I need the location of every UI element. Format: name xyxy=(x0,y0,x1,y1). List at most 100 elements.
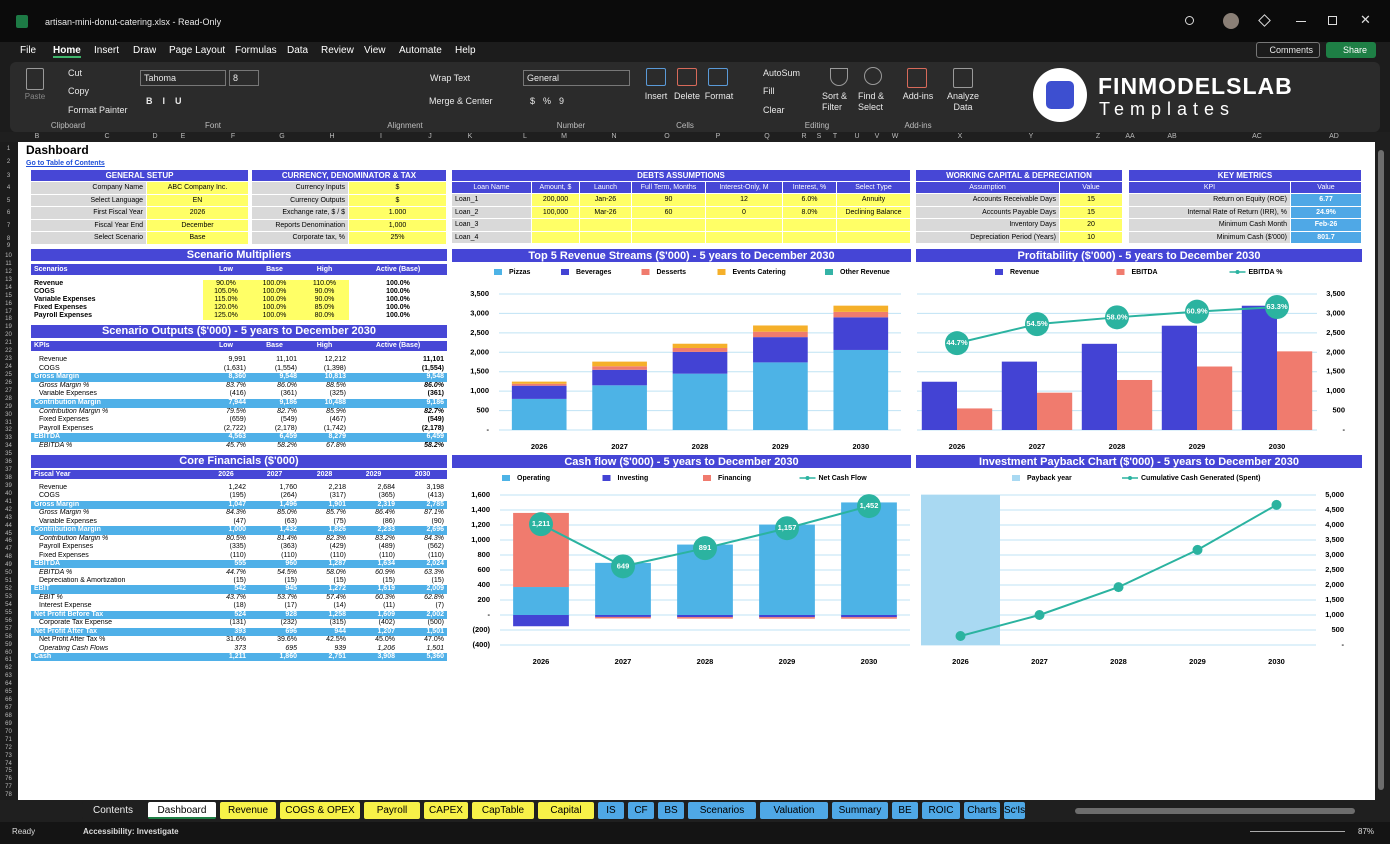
row-number: 32 xyxy=(5,427,12,434)
wrap-text[interactable]: Wrap Text xyxy=(430,73,471,83)
column-letter: AB xyxy=(1167,133,1177,140)
avatar[interactable] xyxy=(1223,13,1239,29)
row-label: EBIT xyxy=(31,585,203,594)
insert[interactable]: Insert xyxy=(644,91,668,101)
find-icon[interactable] xyxy=(864,67,882,85)
paste-icon[interactable] xyxy=(26,68,44,90)
row-number: 3 xyxy=(6,173,11,179)
menu-tab[interactable]: Formulas xyxy=(235,45,277,56)
value-cell: 2,319 xyxy=(349,500,398,510)
sheet-tab[interactable]: Dashboard xyxy=(148,802,216,819)
font-buttons[interactable]: BIU xyxy=(146,96,192,106)
fill[interactable]: Fill xyxy=(763,86,775,96)
sheet-tab[interactable]: CF xyxy=(628,802,654,819)
menu-tab[interactable]: Home xyxy=(53,45,81,58)
sheet-tab[interactable]: ROIC xyxy=(922,802,960,819)
menu-tab[interactable]: Page Layout xyxy=(169,45,226,56)
merge-center[interactable]: Merge & Center xyxy=(429,96,493,106)
search-icon[interactable] xyxy=(1185,16,1194,25)
format[interactable]: Format xyxy=(704,91,734,101)
row-number: 36 xyxy=(5,459,12,466)
find-select[interactable]: Find & Select xyxy=(858,91,885,112)
sheet-tab[interactable]: CAPEX xyxy=(424,802,468,819)
menu-tab[interactable]: Review xyxy=(321,45,354,56)
cut[interactable]: Cut xyxy=(68,68,83,78)
toc-link[interactable]: Go to Table of Contents xyxy=(26,160,105,167)
number-format[interactable]: General xyxy=(523,70,630,86)
sheet-tab[interactable]: Capital xyxy=(538,802,594,819)
minimize[interactable] xyxy=(1296,21,1306,22)
column-header: Fiscal Year xyxy=(31,470,203,479)
sheet-tab[interactable]: Valuation xyxy=(760,802,828,819)
value-cell: $ xyxy=(349,194,447,207)
value-cell: (90) xyxy=(431,517,444,525)
sheet-tab[interactable]: COGS & OPEX xyxy=(280,802,360,819)
menu-tab[interactable]: Automate xyxy=(399,45,442,56)
delete-icon[interactable] xyxy=(677,68,697,86)
row-label: Corporate Tax Expense xyxy=(39,619,113,627)
sort-filter[interactable]: Sort & Filter xyxy=(822,91,848,112)
analyze-icon[interactable] xyxy=(953,68,973,88)
value-cell: 1,047 xyxy=(203,500,249,510)
menu-tab[interactable]: Data xyxy=(287,45,309,56)
value-cell: 6,459 xyxy=(249,433,300,442)
sheet-tab[interactable]: CapTable xyxy=(472,802,534,819)
menu-tab[interactable]: Help xyxy=(455,45,476,56)
font-size[interactable]: 8 xyxy=(229,70,259,86)
row-number: 76 xyxy=(5,776,12,783)
sheet-tab[interactable]: BS xyxy=(658,802,684,819)
font-name[interactable]: Tahoma xyxy=(140,70,226,86)
share-button[interactable]: Share xyxy=(1326,42,1376,58)
sheet-tab[interactable]: Charts xyxy=(964,802,1000,819)
sheet-tab[interactable]: Sc xyxy=(1004,802,1016,819)
zoom-slider[interactable] xyxy=(1250,831,1345,832)
value-cell: 9,186 xyxy=(349,399,447,408)
menu-tab[interactable]: View xyxy=(364,45,386,56)
row-number: 5 xyxy=(6,198,11,204)
paste[interactable]: Paste xyxy=(24,92,46,101)
row-number: 72 xyxy=(5,744,12,751)
sheet-tab[interactable]: Scenarios xyxy=(688,802,756,819)
column-letter: L xyxy=(523,133,527,140)
sheet-tab[interactable]: Revenue xyxy=(220,802,276,819)
maximize[interactable] xyxy=(1328,16,1337,25)
menu-tab[interactable]: File xyxy=(20,45,37,56)
format-icon[interactable] xyxy=(708,68,728,86)
autosum[interactable]: AutoSum xyxy=(763,68,801,78)
sheet-tab[interactable]: Payroll xyxy=(364,802,420,819)
number-buttons[interactable]: $%9 xyxy=(530,96,573,106)
analyze-data[interactable]: Analyze Data xyxy=(946,91,980,112)
addins-icon[interactable] xyxy=(907,68,927,88)
clear[interactable]: Clear xyxy=(763,105,785,115)
delete[interactable]: Delete xyxy=(673,91,700,101)
sheet-tab[interactable]: Summary xyxy=(832,802,888,819)
horizontal-scroll[interactable] xyxy=(1075,808,1355,814)
column-header: High xyxy=(300,341,349,351)
row-label: Gross Margin xyxy=(31,500,203,510)
copy[interactable]: Copy xyxy=(68,86,90,96)
row-number: 56 xyxy=(5,617,12,624)
sheet-tab[interactable]: BE xyxy=(892,802,918,819)
addins[interactable]: Add-ins xyxy=(902,91,934,101)
scroll-thumb[interactable] xyxy=(1378,150,1384,790)
close[interactable]: ✕ xyxy=(1360,13,1371,27)
value-cell: (131) xyxy=(229,619,246,627)
value-cell: Declining Balance xyxy=(837,206,911,219)
sheet-tab[interactable]: IS xyxy=(598,802,624,819)
menu-tab[interactable]: Insert xyxy=(94,45,120,56)
value-cell: 58.0% xyxy=(326,568,346,576)
insert-icon[interactable] xyxy=(646,68,666,86)
value-cell: (63) xyxy=(284,517,297,525)
comments-button[interactable]: Comments xyxy=(1256,42,1320,58)
value-cell: (1,398) xyxy=(323,364,346,372)
row-number: 1 xyxy=(6,146,11,152)
value-cell: 90.0% xyxy=(300,288,349,296)
accessibility[interactable]: Accessibility: Investigate xyxy=(83,827,179,836)
sort-icon[interactable] xyxy=(830,68,848,86)
value-cell: 1,826 xyxy=(300,526,349,535)
column-letter: X xyxy=(957,133,963,140)
zoom[interactable]: 87% xyxy=(1358,827,1375,836)
format-painter[interactable]: Format Painter xyxy=(68,105,128,115)
menu-tab[interactable]: Draw xyxy=(133,45,157,56)
sheet-tab[interactable]: Contents xyxy=(82,802,144,819)
